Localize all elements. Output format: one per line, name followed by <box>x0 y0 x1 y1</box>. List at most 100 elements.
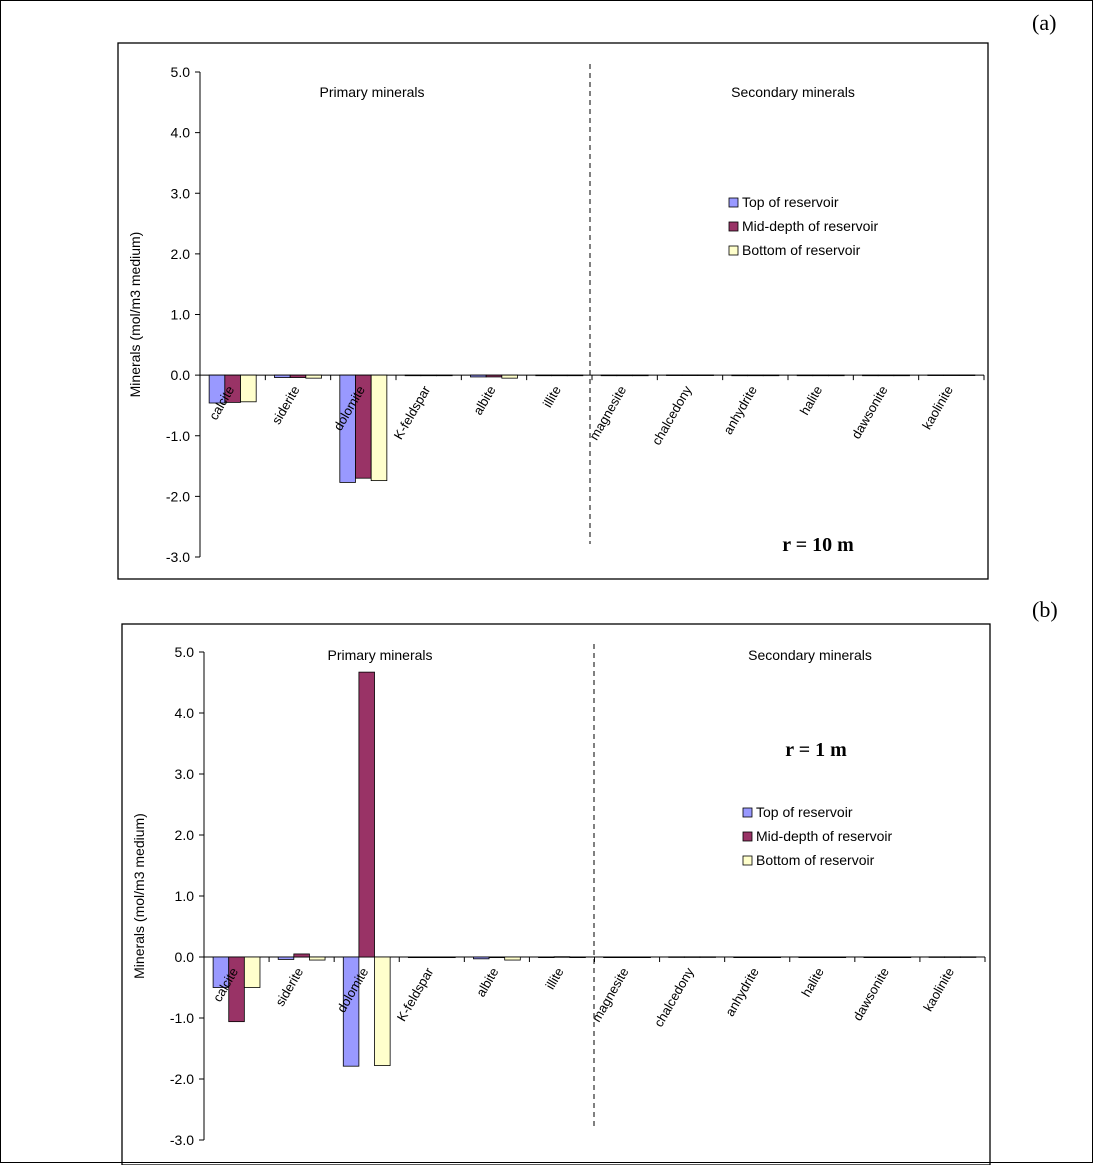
category-label: siderite <box>269 383 303 427</box>
legend-swatch <box>742 855 753 866</box>
bar-anhydrite-3 <box>762 374 780 377</box>
y-tick-label: 3.0 <box>175 766 195 782</box>
chart-panel-a: 5.0 4.0 3.0 2.0 1.0 0.0 -1.0 -2.0 -3.0 Minerals (… <box>117 42 989 580</box>
bar-siderite-2 <box>289 374 307 378</box>
bar-dolomite-1 <box>342 956 360 1067</box>
category-label: albite <box>473 965 502 999</box>
bar-calcite-2 <box>228 956 245 1023</box>
bar-anhydrite-3 <box>764 956 782 959</box>
category-label: chalcedony <box>649 383 695 448</box>
y-tick-label: 4.0 <box>175 705 195 721</box>
legend-label: Bottom of reservoir <box>742 242 861 258</box>
bar-chalcedony-2 <box>683 956 701 958</box>
bar-halite-1 <box>796 374 814 377</box>
bar-halite-1 <box>798 956 815 959</box>
radius-annotation: r = 10 m <box>782 534 854 556</box>
bar-chalcedony-3 <box>699 956 716 958</box>
radius-annotation: r = 1 m <box>785 739 847 761</box>
bar-kaolinite-1 <box>928 956 946 958</box>
bar-magnesite-1 <box>603 956 620 959</box>
bar-albite-1 <box>473 956 490 960</box>
bar-calcite-3 <box>243 956 261 988</box>
bar-kaolinite-1 <box>927 374 944 376</box>
bar-anhydrite-2 <box>748 956 766 959</box>
bar-kaolinite-3 <box>959 956 977 958</box>
category-label: K-feldspar <box>391 383 434 442</box>
legend-swatch <box>728 245 739 256</box>
bar-magnesite-3 <box>634 956 651 959</box>
bar-siderite-2 <box>293 953 310 958</box>
category-label: anhydrite <box>722 965 762 1019</box>
y-axis-label: Minerals (mol/m3 medium) <box>127 232 143 398</box>
bar-calcite-3 <box>240 374 257 403</box>
bar-albite-2 <box>488 956 506 959</box>
bar-dawsonite-3 <box>893 374 910 377</box>
legend-swatch <box>742 831 753 842</box>
y-tick-label: -1.0 <box>170 1010 194 1026</box>
category-label: anhydrite <box>720 383 760 437</box>
y-tick-label: 5.0 <box>171 64 191 80</box>
bar-dolomite-3 <box>374 956 391 1066</box>
y-tick-label: -1.0 <box>166 428 190 444</box>
bar-illite-2 <box>553 956 571 958</box>
legend-swatch <box>728 197 739 208</box>
bar-magnesite-2 <box>616 374 633 377</box>
bar-magnesite-1 <box>600 374 618 377</box>
category-label: dawsonite <box>848 383 890 441</box>
y-tick-label: 0.0 <box>175 949 195 965</box>
legend-label: Mid-depth of reservoir <box>742 218 879 234</box>
chart-frame <box>117 42 989 580</box>
y-tick-label: -2.0 <box>170 1071 194 1087</box>
bar-anhydrite-1 <box>731 374 748 377</box>
legend-swatch <box>728 221 739 232</box>
bar-siderite-1 <box>277 956 295 960</box>
y-axis-label: Minerals (mol/m3 medium) <box>131 813 147 979</box>
bar-dawsonite-2 <box>879 956 896 959</box>
bar-albite-2 <box>485 374 503 378</box>
bar-K-feldspar-1 <box>407 956 425 959</box>
bar-K-feldspar-3 <box>439 956 456 959</box>
category-label: magnesite <box>586 383 629 442</box>
bar-K-feldspar-1 <box>404 374 422 377</box>
category-label: chalcedony <box>651 965 697 1030</box>
category-label: dawsonite <box>850 965 892 1023</box>
y-tick-label: -2.0 <box>166 488 190 504</box>
bar-kaolinite-2 <box>943 374 960 376</box>
bar-dawsonite-1 <box>862 374 879 377</box>
legend-label: Mid-depth of reservoir <box>756 828 893 844</box>
y-tick-label: 0.0 <box>171 367 191 383</box>
chart-frame <box>121 623 991 1165</box>
bar-illite-1 <box>535 374 552 377</box>
bar-illite-3 <box>569 956 586 959</box>
bar-dolomite-2 <box>358 671 375 958</box>
y-tick-label: 2.0 <box>171 246 191 262</box>
bar-siderite-1 <box>274 374 291 378</box>
legend-label: Top of reservoir <box>756 804 853 820</box>
y-tick-label: 2.0 <box>175 827 195 843</box>
category-label: halite <box>797 383 826 417</box>
chart-panel-b: 5.0 4.0 3.0 2.0 1.0 0.0 -1.0 -2.0 -3.0 Minerals (… <box>121 623 991 1165</box>
bar-dolomite-3 <box>370 374 388 482</box>
bar-albite-3 <box>504 956 521 961</box>
category-label: K-feldspar <box>394 964 437 1023</box>
category-label: kaolinite <box>919 383 956 432</box>
bar-K-feldspar-2 <box>420 374 437 377</box>
category-label: siderite <box>272 965 306 1009</box>
bar-dawsonite-3 <box>894 956 912 959</box>
region-label: Secondary minerals <box>748 647 872 663</box>
y-tick-label: 1.0 <box>171 307 191 323</box>
bar-anhydrite-1 <box>733 956 750 959</box>
bar-halite-2 <box>814 956 831 959</box>
bar-siderite-3 <box>309 956 326 961</box>
bar-chalcedony-3 <box>697 374 714 376</box>
bar-halite-3 <box>828 374 845 377</box>
bar-halite-2 <box>812 374 829 377</box>
category-label: illite <box>542 965 566 992</box>
region-label: Primary minerals <box>327 647 432 663</box>
bar-chalcedony-2 <box>681 374 699 376</box>
category-label: kaolinite <box>920 965 957 1014</box>
region-label: Primary minerals <box>319 84 424 100</box>
y-tick-label: -3.0 <box>170 1132 194 1148</box>
